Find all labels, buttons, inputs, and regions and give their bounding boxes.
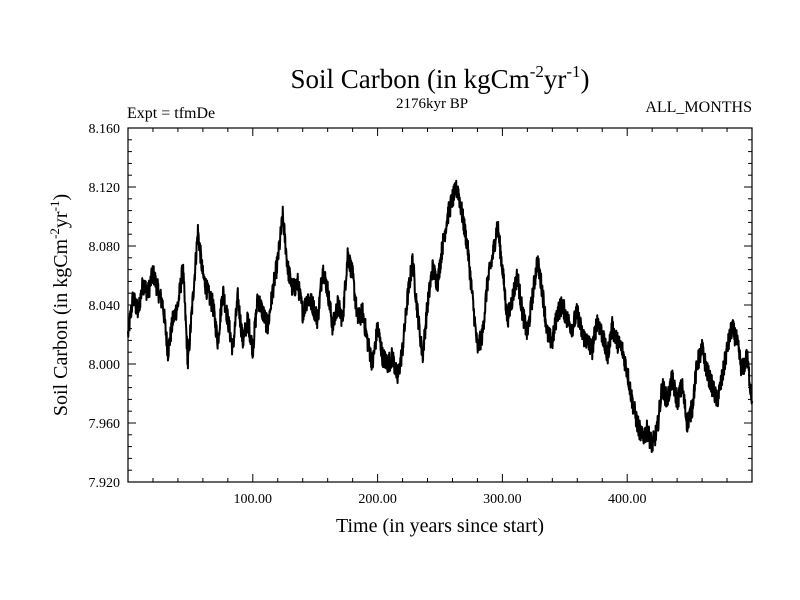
y-tick-label: 7.920 bbox=[89, 476, 121, 491]
y-axis-label: Soil Carbon (in kgCm-2yr-1) bbox=[47, 194, 72, 416]
x-axis-label: Time (in years since start) bbox=[336, 515, 544, 537]
x-tick-label: 400.00 bbox=[608, 492, 647, 507]
y-tick-label: 8.000 bbox=[89, 358, 121, 373]
experiment-label: Expt = tfmDe bbox=[127, 105, 215, 122]
y-tick-label: 8.120 bbox=[89, 181, 121, 196]
axis-tick-labels: 100.00 200.00 300.00 400.00 7.920 7.960 8.000 8… bbox=[89, 122, 647, 507]
months-label: ALL_MONTHS bbox=[645, 99, 752, 116]
x-tick-label: 200.00 bbox=[358, 492, 397, 507]
chart-title: Soil Carbon (in kgCm-2yr-1) bbox=[290, 62, 589, 94]
x-tick-label: 300.00 bbox=[483, 492, 522, 507]
series-line-soil-carbon bbox=[127, 179, 753, 454]
y-tick-label: 8.160 bbox=[89, 122, 121, 137]
y-tick-label: 7.960 bbox=[89, 417, 121, 432]
period-label: 2176kyr BP bbox=[396, 96, 468, 112]
x-tick-label: 100.00 bbox=[234, 492, 273, 507]
y-tick-label: 8.040 bbox=[89, 299, 121, 314]
y-tick-label: 8.080 bbox=[89, 240, 121, 255]
